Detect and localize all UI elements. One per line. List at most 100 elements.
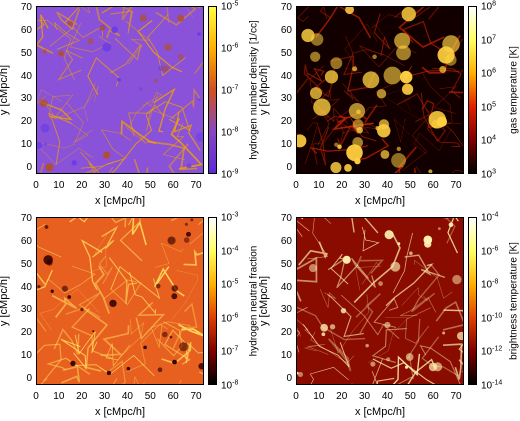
colorbar-tick-exponent: -7 [232, 84, 239, 92]
x-tick-label: 60 [167, 180, 179, 191]
y-tick-label: 50 [20, 47, 32, 59]
y-tick-label: 60 [280, 235, 292, 247]
y-tick-label: 10 [20, 350, 32, 362]
map-image-neutral-fraction [36, 217, 204, 385]
y-tick-label: 40 [280, 281, 292, 293]
x-tick-label: 0 [33, 180, 39, 191]
colorbar-tick-label: 10-12 [481, 345, 502, 358]
colorbar-tick-base: 10 [481, 212, 493, 224]
colorbar-tick-base: 10 [481, 346, 493, 358]
colorbar-tick-base: 10 [481, 279, 493, 291]
y-tick-label: 40 [20, 281, 32, 293]
y-tick-label: 60 [20, 235, 32, 247]
y-tick-label: 20 [280, 327, 292, 339]
colorbar [208, 6, 217, 174]
colorbar-tick-exponent: -12 [492, 345, 503, 353]
colorbar-tick-label: 10-6 [221, 311, 238, 324]
y-axis-label: y [cMpc/h] [258, 275, 270, 327]
x-tick-label: 0 [33, 391, 39, 402]
map-image-temperature [296, 6, 464, 174]
y-tick-label: 20 [20, 327, 32, 339]
y-tick-label: 70 [20, 213, 32, 224]
colorbar-tick-base: 10 [221, 346, 233, 358]
x-tick-label: 70 [190, 391, 202, 402]
colorbar-tick-base: 10 [481, 313, 493, 325]
y-tick-label: 0 [286, 162, 292, 173]
colorbar-tick-base: 10 [481, 35, 493, 47]
y-tick-label: 30 [280, 93, 292, 105]
colorbar-tick-label: 10-10 [481, 311, 502, 324]
x-tick-label: 20 [336, 180, 348, 191]
colorbar-tick-label: 107 [481, 33, 496, 46]
x-tick-label: 50 [404, 180, 416, 191]
colorbar-tick-label: 10-7 [221, 84, 238, 97]
colorbar-tick-base: 10 [481, 380, 493, 392]
colorbar-tick-label: 10-4 [221, 244, 238, 257]
colorbar-label: brightness temperature [K] [508, 242, 520, 360]
x-tick-label: 50 [404, 391, 416, 402]
colorbar [468, 6, 477, 174]
colorbar-tick-exponent: -6 [232, 42, 239, 50]
y-tick-label: 30 [20, 93, 32, 105]
colorbar-tick-base: 10 [481, 102, 493, 114]
x-tick-label: 50 [144, 391, 156, 402]
colorbar-tick-exponent: -6 [492, 245, 499, 253]
colorbar-tick-base: 10 [221, 313, 233, 325]
panel-temperature: 108 107 106 105 104 103 gas temperature [K] 0 10… [258, 0, 520, 210]
x-tick-label: 20 [76, 391, 88, 402]
x-axis-label: x [cMpc/h] [94, 406, 146, 418]
y-tick-label: 60 [20, 24, 32, 36]
colorbar-tick-base: 10 [481, 68, 493, 80]
x-tick-label: 20 [76, 180, 88, 191]
colorbar-tick-label: 10-8 [221, 379, 238, 392]
x-tick-label: 20 [336, 391, 348, 402]
colorbar-tick-base: 10 [481, 169, 493, 181]
x-tick-label: 70 [190, 180, 202, 191]
colorbar-tick-label: 105 [481, 100, 496, 113]
x-axis-label: x [cMpc/h] [354, 406, 406, 418]
colorbar-tick-exponent: -8 [232, 126, 239, 134]
y-tick-label: 40 [280, 70, 292, 82]
colorbar-tick-label: 106 [481, 67, 496, 80]
y-tick-label: 0 [26, 373, 32, 384]
colorbar-tick-base: 10 [221, 212, 233, 224]
map-image-density [36, 6, 204, 174]
colorbar-label: gas temperature [K] [508, 46, 520, 134]
colorbar-tick-label: 103 [481, 168, 496, 181]
colorbar-tick-label: 10-14 [481, 379, 502, 392]
colorbar-tick-label: 10-5 [221, 0, 238, 13]
x-tick-label: 40 [121, 391, 133, 402]
panel-density: 10-5 10-6 10-7 10-8 10-9 hydrogen number dens… [0, 0, 260, 210]
y-tick-label: 10 [280, 139, 292, 151]
y-tick-label: 30 [20, 304, 32, 316]
x-axis-label: x [cMpc/h] [94, 195, 146, 207]
x-tick-label: 40 [121, 180, 133, 191]
colorbar-tick-exponent: 5 [492, 101, 497, 109]
y-tick-label: 70 [280, 213, 292, 224]
colorbar-tick-exponent: -6 [232, 312, 239, 320]
colorbar-tick-exponent: -3 [232, 211, 239, 219]
colorbar-tick-exponent: -7 [232, 345, 239, 353]
colorbar-tick-base: 10 [221, 43, 233, 55]
colorbar-tick-base: 10 [481, 135, 493, 147]
y-tick-label: 50 [280, 47, 292, 59]
colorbar-tick-exponent: -5 [232, 0, 239, 8]
x-tick-label: 50 [144, 180, 156, 191]
colorbar-tick-base: 10 [221, 85, 233, 97]
colorbar-tick-label: 10-8 [221, 126, 238, 139]
colorbar-tick-exponent: -8 [232, 379, 239, 387]
colorbar-tick-exponent: -4 [492, 211, 499, 219]
map-image-brightness [296, 217, 464, 385]
colorbar-tick-label: 104 [481, 134, 496, 147]
y-tick-label: 50 [280, 258, 292, 270]
colorbar-tick-label: 108 [481, 0, 496, 13]
x-tick-label: 40 [381, 391, 393, 402]
colorbar-tick-base: 10 [481, 1, 493, 13]
colorbar-tick-label: 10-7 [221, 345, 238, 358]
colorbar-tick-label: 10-8 [481, 278, 498, 291]
y-tick-label: 70 [280, 2, 292, 13]
y-axis-label: y [cMpc/h] [0, 64, 10, 115]
y-tick-label: 20 [20, 116, 32, 128]
colorbar-tick-exponent: 8 [492, 0, 497, 8]
y-tick-label: 10 [280, 350, 292, 362]
